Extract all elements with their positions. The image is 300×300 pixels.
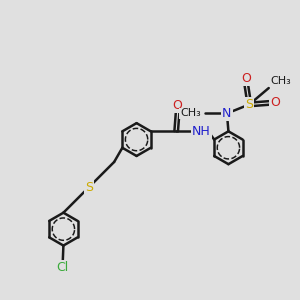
Text: S: S: [245, 98, 253, 111]
Text: NH: NH: [192, 125, 211, 138]
Text: Cl: Cl: [57, 261, 69, 274]
Text: O: O: [173, 99, 183, 112]
Text: O: O: [270, 97, 280, 110]
Text: N: N: [222, 107, 232, 120]
Text: O: O: [242, 72, 251, 85]
Text: S: S: [85, 181, 93, 194]
Text: CH₃: CH₃: [180, 108, 201, 118]
Text: CH₃: CH₃: [270, 76, 291, 86]
